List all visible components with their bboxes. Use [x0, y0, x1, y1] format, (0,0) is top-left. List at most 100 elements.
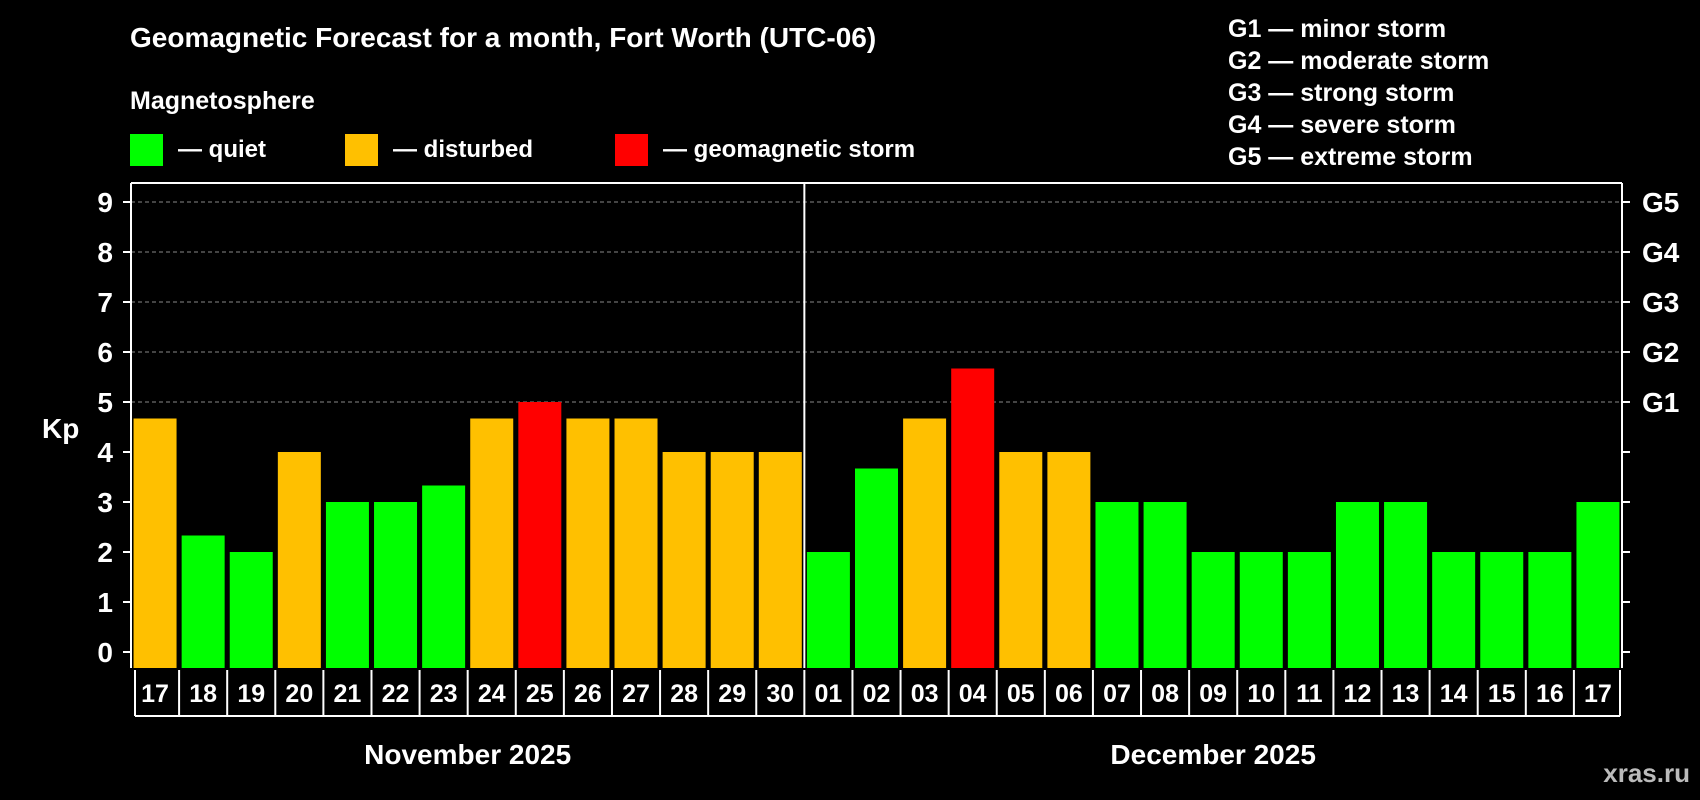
day-label: 08	[1151, 680, 1179, 708]
month-label: December 2025	[1110, 739, 1315, 770]
storm-level-tick-label: G4	[1642, 237, 1680, 268]
bar-day-23	[1191, 552, 1235, 668]
bar-day-5	[325, 502, 369, 668]
day-label: 17	[1584, 680, 1612, 708]
storm-level-tick-label: G2	[1642, 337, 1679, 368]
bar-day-24	[1239, 552, 1283, 668]
day-label: 11	[1296, 680, 1323, 708]
storm-scale-item: G5 — extreme storm	[1228, 143, 1473, 171]
axes: 0 1 2 3 4 5 6 7 8 9 G1 G2 G3 G4 G5	[97, 182, 1680, 668]
day-label: 25	[526, 680, 554, 708]
day-label: 09	[1199, 680, 1227, 708]
day-label: 14	[1440, 680, 1468, 708]
bar-day-2	[181, 535, 225, 668]
y-tick-label: 7	[97, 287, 113, 318]
y-tick-label: 5	[97, 387, 113, 418]
day-label: 30	[766, 680, 794, 708]
bar-day-6	[374, 502, 418, 668]
storm-level-tick-label: G3	[1642, 287, 1679, 318]
storm-scale-item: G3 — strong storm	[1228, 79, 1454, 107]
y-tick-label: 3	[97, 487, 113, 518]
day-label: 16	[1536, 680, 1564, 708]
day-label: 01	[814, 680, 842, 708]
y-tick-label: 1	[97, 587, 113, 618]
bar-day-9	[518, 402, 562, 668]
y-tick-label: 4	[97, 437, 113, 468]
day-label: 29	[718, 680, 746, 708]
day-labels: 17 18 19 20 21 22 23 24 25 26 27 28 29 30 01 02 03 04 05 06…	[134, 670, 1621, 717]
bar-day-21	[1095, 502, 1139, 668]
bar-day-31	[1576, 502, 1620, 668]
bar-day-4	[277, 452, 321, 668]
day-label: 12	[1344, 680, 1372, 708]
magnetosphere-legend: — quiet — disturbed — geomagnetic storm	[130, 134, 915, 166]
day-label: 20	[285, 680, 313, 708]
storm-level-tick-label: G5	[1642, 187, 1679, 218]
bar-day-17	[903, 418, 947, 668]
y-tick-label: 2	[97, 537, 113, 568]
legend-label-quiet: — quiet	[178, 136, 266, 163]
bar-day-22	[1143, 502, 1187, 668]
legend-swatch-storm	[615, 134, 648, 166]
day-label: 02	[863, 680, 891, 708]
y-tick-label: 8	[97, 237, 113, 268]
bar-day-11	[614, 418, 658, 668]
bar-day-29	[1480, 552, 1524, 668]
bar-day-30	[1528, 552, 1572, 668]
bar-day-20	[1047, 452, 1091, 668]
day-label: 21	[334, 680, 362, 708]
legend-swatch-quiet	[130, 134, 163, 166]
day-label: 06	[1055, 680, 1083, 708]
bar-day-18	[951, 368, 995, 668]
bar-series	[133, 368, 1620, 668]
bar-day-3	[229, 552, 273, 668]
day-label: 18	[189, 680, 217, 708]
legend-label-storm: — geomagnetic storm	[663, 136, 915, 163]
legend-swatch-disturbed	[345, 134, 378, 166]
day-label: 24	[478, 680, 506, 708]
day-label: 05	[1007, 680, 1035, 708]
bar-day-10	[566, 418, 610, 668]
day-label: 17	[141, 680, 169, 708]
day-label: 13	[1392, 680, 1420, 708]
day-label: 28	[670, 680, 698, 708]
month-label: November 2025	[364, 739, 571, 770]
bar-day-26	[1335, 502, 1379, 668]
chart-title: Geomagnetic Forecast for a month, Fort W…	[130, 22, 876, 53]
day-label: 15	[1488, 680, 1516, 708]
gridlines	[131, 201, 1622, 403]
bar-day-27	[1384, 502, 1428, 668]
legend-label-disturbed: — disturbed	[393, 136, 533, 163]
day-label: 19	[237, 680, 265, 708]
bar-day-1	[133, 418, 177, 668]
bar-day-16	[855, 468, 898, 668]
bar-day-25	[1287, 552, 1331, 668]
y-tick-label: 0	[97, 637, 113, 668]
bar-day-8	[470, 418, 514, 668]
storm-level-tick-label: G1	[1642, 387, 1679, 418]
bar-day-13	[710, 452, 754, 668]
storm-scale-item: G1 — minor storm	[1228, 15, 1446, 43]
watermark: xras.ru	[1603, 758, 1690, 788]
bar-day-12	[662, 452, 706, 668]
y-axis-label: Kp	[42, 413, 79, 444]
legend-title: Magnetosphere	[130, 87, 315, 115]
y-tick-label: 6	[97, 337, 113, 368]
storm-scale-item: G2 — moderate storm	[1228, 47, 1489, 75]
day-label: 26	[574, 680, 602, 708]
y-tick-label: 9	[97, 187, 113, 218]
day-label: 22	[382, 680, 410, 708]
month-labels: November 2025 December 2025	[364, 739, 1316, 770]
day-label: 23	[430, 680, 458, 708]
bar-day-15	[806, 552, 850, 668]
day-label: 10	[1247, 680, 1275, 708]
day-label: 04	[959, 680, 987, 708]
day-label: 07	[1103, 680, 1131, 708]
bar-day-14	[758, 452, 802, 668]
storm-scale-legend: G1 — minor storm G2 — moderate storm G3 — …	[1228, 15, 1489, 171]
bar-day-7	[422, 485, 466, 668]
day-label: 03	[911, 680, 939, 708]
day-label: 27	[622, 680, 650, 708]
storm-scale-item: G4 — severe storm	[1228, 111, 1456, 139]
